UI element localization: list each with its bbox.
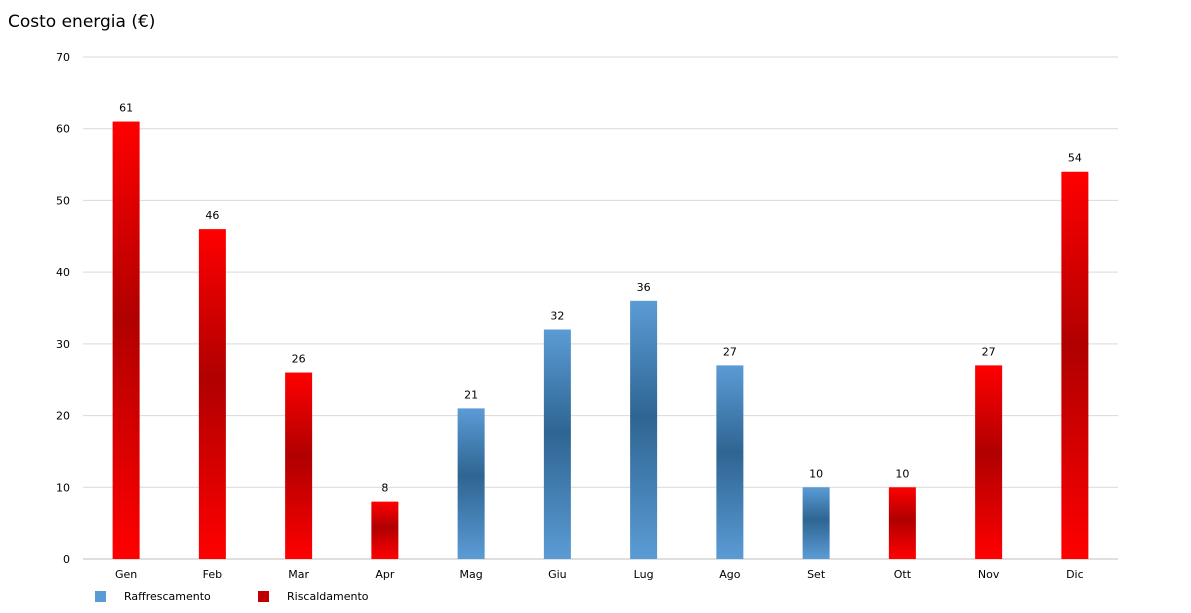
y-tick-label: 70 [56, 51, 70, 64]
bar-nov [975, 365, 1003, 559]
legend-swatch-raffrescamento [95, 591, 106, 602]
x-tick-label-gen: Gen [115, 568, 137, 581]
chart-title: Costo energia (€) [8, 12, 156, 32]
data-label-feb: 46 [205, 209, 219, 222]
y-tick-label: 20 [56, 410, 70, 423]
data-label-gen: 61 [119, 102, 133, 115]
bar-apr [371, 501, 399, 559]
bar-mar [285, 372, 313, 559]
bars [112, 121, 1089, 560]
y-tick-label: 60 [56, 123, 70, 136]
x-tick-label-dic: Dic [1066, 568, 1084, 581]
bar-giu [543, 329, 571, 559]
bar-ago [716, 365, 744, 559]
y-tick-label: 50 [56, 194, 70, 207]
x-tick-label-mar: Mar [288, 568, 309, 581]
data-label-nov: 27 [982, 345, 996, 358]
legend-item-riscaldamento: Riscaldamento [258, 590, 369, 603]
data-label-giu: 32 [550, 310, 564, 323]
x-tick-label-set: Set [807, 568, 826, 581]
bar-set [802, 487, 830, 559]
x-tick-label-lug: Lug [634, 568, 654, 581]
bar-lug [630, 300, 658, 559]
legend-swatch-riscaldamento [258, 591, 269, 602]
x-tick-label-giu: Giu [548, 568, 567, 581]
y-axis-ticks: 0 10 20 30 40 50 60 70 [56, 51, 70, 566]
data-label-mag: 21 [464, 388, 478, 401]
y-tick-label: 30 [56, 338, 70, 351]
data-label-apr: 8 [381, 482, 388, 495]
data-label-dic: 54 [1068, 152, 1082, 165]
data-label-mar: 26 [292, 353, 306, 366]
grid-lines [83, 56, 1118, 560]
legend-label-raffrescamento: Raffrescamento [124, 590, 211, 603]
x-tick-label-apr: Apr [375, 568, 395, 581]
x-tick-label-feb: Feb [203, 568, 222, 581]
data-label-set: 10 [809, 467, 823, 480]
x-tick-label-nov: Nov [978, 568, 1000, 581]
y-tick-label: 0 [63, 553, 70, 566]
x-tick-label-ott: Ott [894, 568, 912, 581]
bar-mag [457, 408, 485, 559]
x-tick-label-mag: Mag [460, 568, 483, 581]
bar-dic [1061, 171, 1089, 559]
data-label-lug: 36 [637, 281, 651, 294]
bar-gen [112, 121, 140, 560]
y-tick-label: 10 [56, 481, 70, 494]
legend-item-raffrescamento: Raffrescamento [95, 590, 211, 603]
y-tick-label: 40 [56, 266, 70, 279]
bar-ott [888, 487, 916, 559]
data-label-ott: 10 [895, 467, 909, 480]
x-axis-ticks: Gen Feb Mar Apr Mag Giu Lug Ago Set Ott Nov Dic [115, 568, 1084, 581]
bar-feb [198, 229, 226, 559]
data-labels: 61 46 26 8 21 32 36 27 10 10 27 54 [119, 102, 1082, 495]
data-label-ago: 27 [723, 345, 737, 358]
legend-label-riscaldamento: Riscaldamento [287, 590, 369, 603]
x-tick-label-ago: Ago [719, 568, 741, 581]
